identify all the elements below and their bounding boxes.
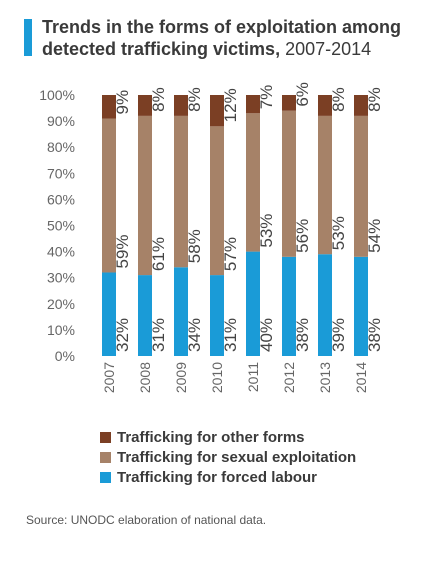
- legend-swatch-forced-labour: [100, 471, 111, 483]
- bar-segment-sexual: [174, 115, 188, 268]
- data-label-other: 9%: [113, 90, 132, 115]
- data-label-sexual: 58%: [185, 229, 204, 263]
- data-label-forced-labour: 38%: [293, 318, 312, 352]
- legend-label-sexual: Trafficking for sexual exploitation: [117, 448, 357, 466]
- y-tick-label: 70%: [47, 165, 75, 181]
- data-label-other: 8%: [365, 87, 384, 112]
- bar-segment-forced-labour: [318, 254, 332, 356]
- y-tick-label: 30%: [47, 270, 75, 286]
- y-tick-label: 90%: [47, 113, 75, 129]
- data-label-sexual: 56%: [293, 219, 312, 253]
- data-label-sexual: 54%: [365, 219, 384, 253]
- data-label-forced-labour: 40%: [257, 318, 276, 352]
- bar-segment-sexual: [210, 126, 224, 276]
- y-tick-label: 100%: [39, 87, 75, 103]
- data-label-forced-labour: 31%: [149, 318, 168, 352]
- legend-swatch-sexual: [100, 451, 111, 463]
- x-tick-label: 2009: [173, 362, 189, 393]
- chart-title-years: 2007-2014: [285, 39, 372, 59]
- y-tick-label: 0%: [55, 348, 75, 364]
- bar-segment-other: [246, 95, 260, 114]
- bar-segment-sexual: [138, 115, 152, 276]
- bar-segment-sexual: [354, 115, 368, 257]
- data-label-sexual: 53%: [257, 214, 276, 248]
- legend-item-forced-labour: Trafficking for forced labour: [100, 467, 356, 487]
- data-label-other: 8%: [329, 87, 348, 112]
- data-label-other: 8%: [185, 87, 204, 112]
- bar-segment-forced-labour: [246, 251, 260, 356]
- data-label-sexual: 61%: [149, 237, 168, 271]
- chart-legend: Trafficking for other forms Trafficking …: [100, 427, 356, 487]
- data-label-forced-labour: 31%: [221, 318, 240, 352]
- legend-label-other: Trafficking for other forms: [117, 428, 305, 446]
- bar-segment-forced-labour: [138, 275, 152, 356]
- y-tick-label: 10%: [47, 322, 75, 338]
- legend-item-other: Trafficking for other forms: [100, 427, 356, 447]
- bar-segment-forced-labour: [102, 272, 116, 356]
- y-tick-label: 80%: [47, 139, 75, 155]
- bar-segment-forced-labour: [210, 275, 224, 356]
- bar-segment-sexual: [282, 110, 296, 257]
- legend-swatch-other: [100, 431, 111, 443]
- bar-segment-forced-labour: [354, 256, 368, 356]
- bar-segment-forced-labour: [174, 267, 188, 356]
- source-note: Source: UNODC elaboration of national da…: [26, 513, 267, 527]
- title-accent-bar: [24, 19, 32, 56]
- bar-segment-other: [210, 95, 224, 127]
- data-label-other: 7%: [257, 85, 276, 110]
- x-tick-label: 2012: [281, 362, 297, 393]
- x-tick-label: 2010: [209, 362, 225, 393]
- bar-segment-other: [138, 95, 152, 116]
- y-tick-label: 50%: [47, 218, 75, 234]
- x-tick-label: 2011: [245, 362, 261, 392]
- bar-segment-other: [282, 95, 296, 111]
- bar-segment-sexual: [102, 118, 116, 273]
- bar-segment-sexual: [246, 113, 260, 252]
- bar-segment-other: [174, 95, 188, 116]
- data-label-forced-labour: 34%: [185, 318, 204, 352]
- bar-segment-forced-labour: [282, 256, 296, 356]
- y-tick-label: 20%: [47, 296, 75, 312]
- legend-item-sexual: Trafficking for sexual exploitation: [100, 447, 356, 467]
- stacked-bar-chart: 0% 10% 20% 30% 40% 50% 60% 70% 80% 90% 100% 32% 59% 9…: [39, 82, 384, 393]
- data-label-sexual: 57%: [221, 237, 240, 271]
- bar-segment-other: [102, 95, 116, 119]
- y-tick-label: 60%: [47, 191, 75, 207]
- legend-label-forced-labour: Trafficking for forced labour: [117, 468, 318, 486]
- data-label-other: 12%: [221, 88, 240, 122]
- x-tick-label: 2013: [317, 362, 333, 393]
- data-label-forced-labour: 38%: [365, 318, 384, 352]
- data-label-forced-labour: 39%: [329, 318, 348, 352]
- x-tick-label: 2007: [101, 362, 117, 393]
- bar-segment-other: [318, 95, 332, 116]
- y-tick-label: 40%: [47, 244, 75, 260]
- data-label-other: 8%: [149, 87, 168, 112]
- data-label-forced-labour: 32%: [113, 318, 132, 352]
- chart-title-main: Trends in the forms of exploitation amon…: [42, 17, 402, 59]
- data-label-other: 6%: [293, 82, 312, 107]
- x-tick-label: 2014: [353, 362, 369, 393]
- chart-title: Trends in the forms of exploitation amon…: [42, 16, 422, 60]
- data-label-sexual: 53%: [329, 216, 348, 250]
- bar-segment-sexual: [318, 115, 332, 255]
- bar-segment-other: [354, 95, 368, 116]
- x-tick-label: 2008: [137, 362, 153, 393]
- data-label-sexual: 59%: [113, 234, 132, 268]
